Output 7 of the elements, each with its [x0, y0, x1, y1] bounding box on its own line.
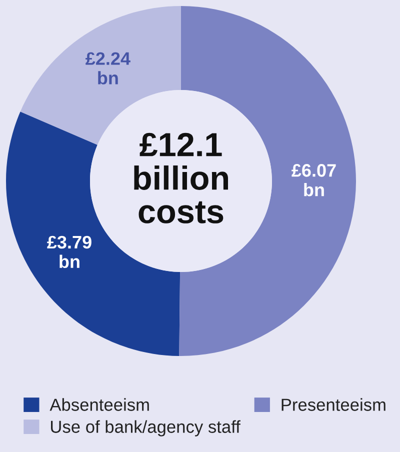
legend-label: Absenteeism [50, 398, 149, 411]
data-label: £6.07 bn [292, 164, 336, 196]
data-label: £2.24 bn [86, 52, 130, 84]
legend-label: Use of bank/agency staff [51, 420, 240, 436]
text: £12.1 billion costs [134, 132, 228, 224]
legend-label: Presenteeism [282, 398, 386, 411]
data-label: £3.79 bn [47, 236, 92, 268]
